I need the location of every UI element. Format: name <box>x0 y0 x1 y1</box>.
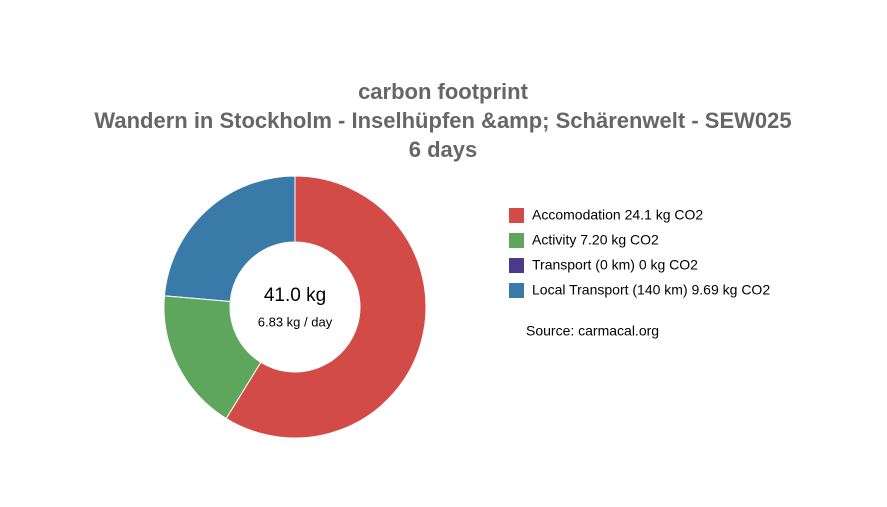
legend-label: Local Transport (140 km) 9.69 kg CO2 <box>532 282 770 298</box>
legend-swatch <box>509 208 524 223</box>
legend-swatch <box>509 258 524 273</box>
legend-label: Transport (0 km) 0 kg CO2 <box>532 257 698 273</box>
chart-title: 6 days <box>409 137 478 162</box>
legend-label: Activity 7.20 kg CO2 <box>532 232 659 248</box>
slice <box>163 175 296 302</box>
legend-swatch <box>509 283 524 298</box>
slice <box>225 175 427 439</box>
slice <box>163 295 262 420</box>
chart-title: Wandern in Stockholm - Inselhüpfen &amp;… <box>94 108 791 133</box>
center-total: 41.0 kg <box>264 285 326 306</box>
center-per-day: 6.83 kg / day <box>258 314 333 329</box>
source: Source: carmacal.org <box>526 323 659 339</box>
legend-swatch <box>509 233 524 248</box>
chart-title: carbon footprint <box>358 79 529 104</box>
legend-label: Accomodation 24.1 kg CO2 <box>532 207 703 223</box>
